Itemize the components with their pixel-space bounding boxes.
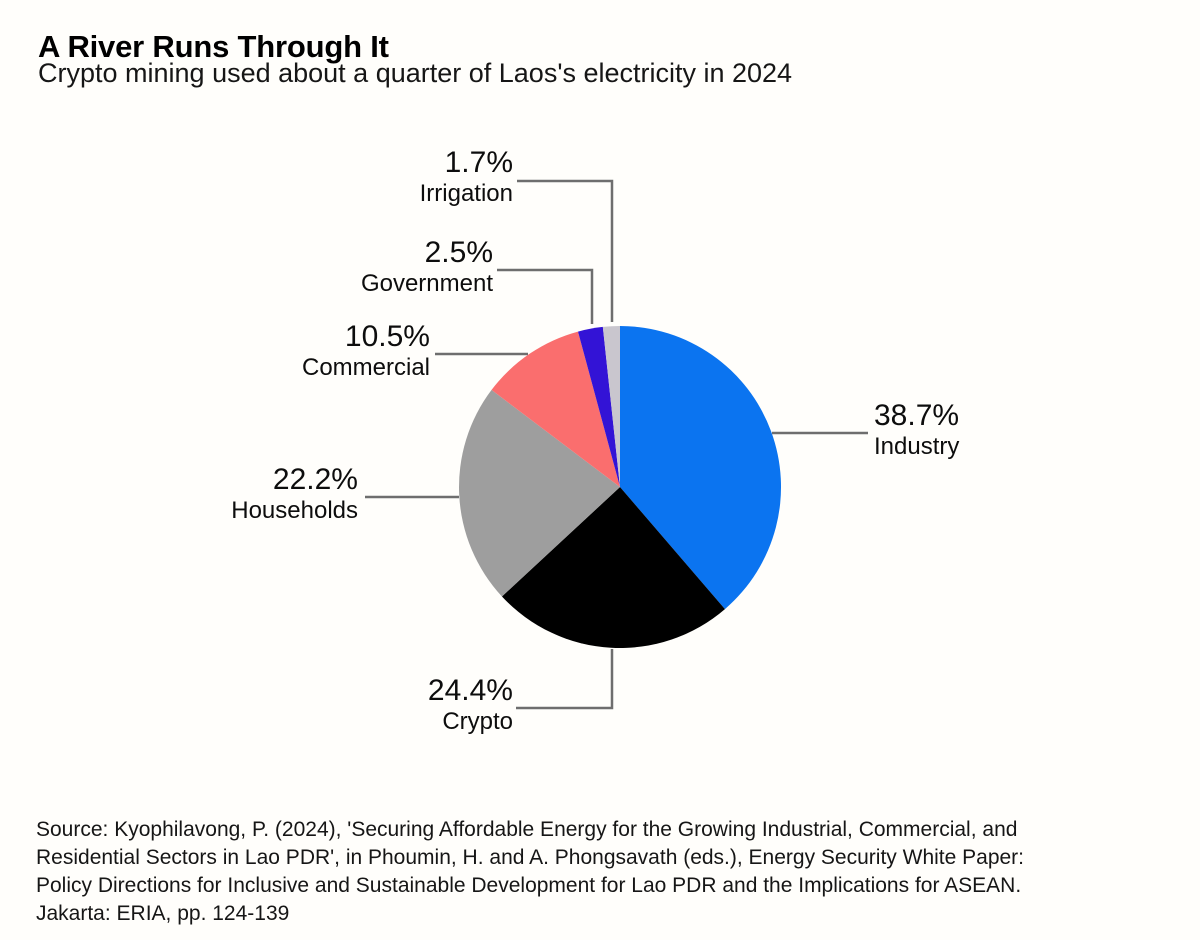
leader-line-government bbox=[497, 268, 594, 324]
slice-name-industry: Industry bbox=[874, 433, 960, 460]
pie-slice-government bbox=[578, 326, 620, 487]
slice-name-households: Households bbox=[231, 497, 358, 524]
slice-name-government: Government bbox=[360, 270, 493, 297]
slice-label-government: 2.5% Government bbox=[361, 236, 493, 298]
leader-line-irrigation bbox=[517, 179, 614, 322]
slice-label-households: 22.2% Households bbox=[231, 463, 358, 525]
slice-pct-households: 22.2% bbox=[272, 463, 358, 496]
source-line: Source: Kyophilavong, P. (2024), 'Securi… bbox=[36, 818, 1018, 841]
slice-name-crypto: Crypto bbox=[442, 708, 513, 735]
pie-slices bbox=[459, 326, 782, 649]
source-note: Source: Kyophilavong, P. (2024), 'Securi… bbox=[36, 816, 1186, 928]
page-subtitle: Crypto mining used about a quarter of La… bbox=[38, 58, 793, 88]
slice-pct-irrigation: 1.7% bbox=[444, 146, 513, 179]
slice-label-crypto: 24.4% Crypto bbox=[428, 674, 513, 736]
slice-label-commercial: 10.5% Commercial bbox=[302, 320, 430, 382]
pie-slice-commercial bbox=[491, 331, 620, 487]
slice-label-irrigation: 1.7% Irrigation bbox=[420, 146, 513, 208]
slice-label-industry: 38.7% Industry bbox=[874, 399, 959, 461]
page-title: A River Runs Through It bbox=[38, 28, 389, 64]
slice-name-irrigation: Irrigation bbox=[419, 180, 513, 207]
leader-lines bbox=[365, 179, 868, 710]
pie-slice-crypto bbox=[501, 487, 725, 649]
slice-pct-government: 2.5% bbox=[424, 236, 493, 269]
slice-pct-industry: 38.7% bbox=[874, 399, 960, 432]
source-line: Policy Directions for Inclusive and Sust… bbox=[36, 874, 1022, 897]
pie-slice-industry bbox=[620, 326, 782, 610]
leader-line-crypto bbox=[516, 649, 614, 710]
slice-pct-commercial: 10.5% bbox=[344, 320, 430, 353]
source-line: Jakarta: ERIA, pp. 124-139 bbox=[36, 902, 290, 925]
slice-name-commercial: Commercial bbox=[301, 354, 430, 381]
pie-slice-households bbox=[459, 389, 620, 597]
slice-pct-crypto: 24.4% bbox=[427, 674, 513, 707]
pie-slice-irrigation bbox=[602, 326, 620, 487]
source-line: Residential Sectors in Lao PDR', in Phou… bbox=[36, 846, 1025, 869]
